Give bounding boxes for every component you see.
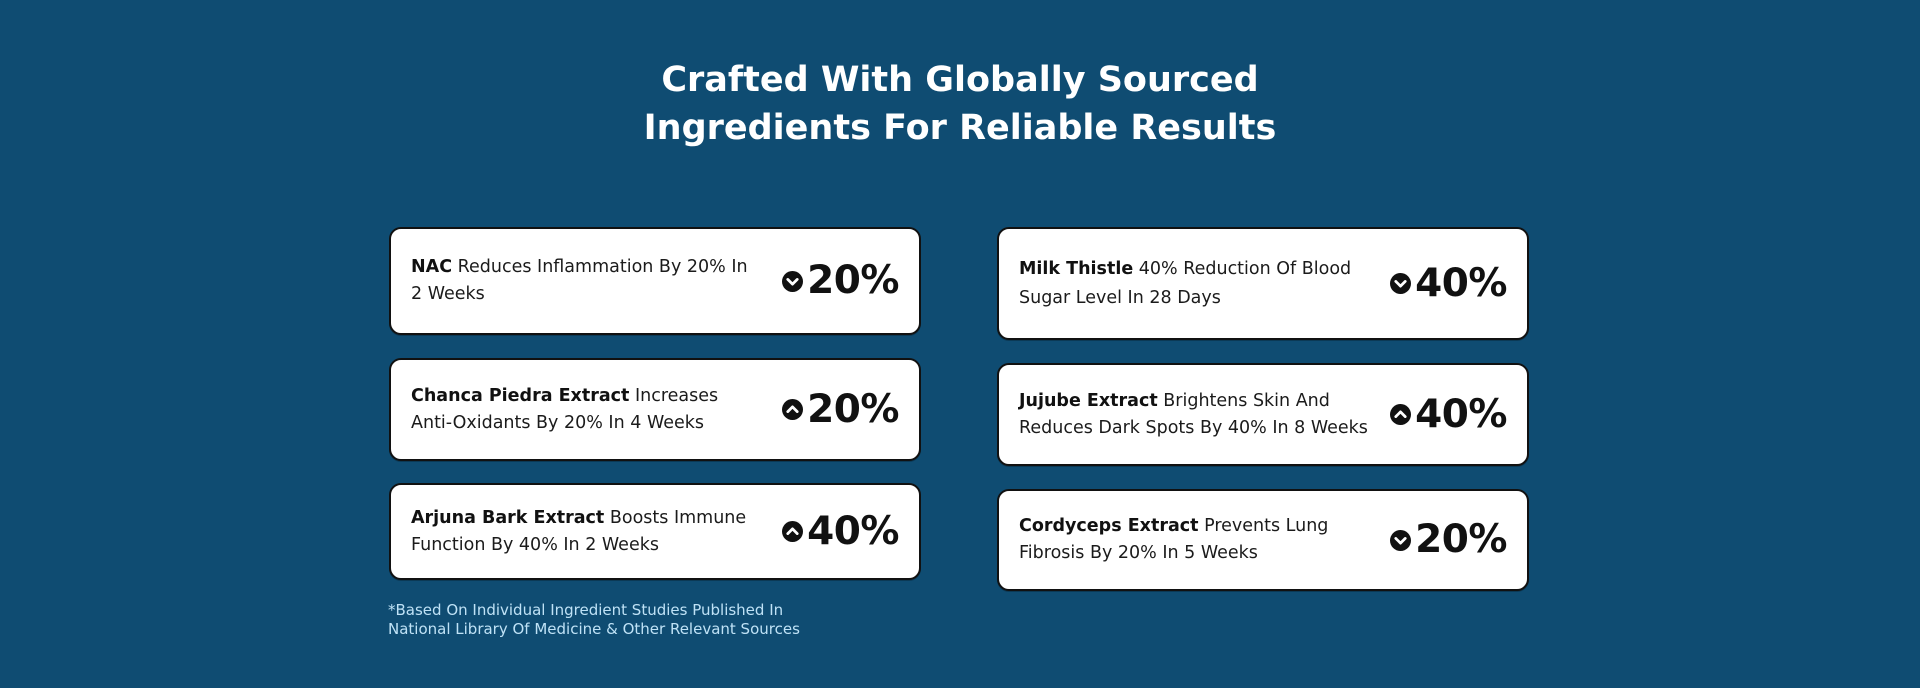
metric: 20% xyxy=(1390,518,1507,562)
source-footnote: *Based On Individual Ingredient Studies … xyxy=(388,601,800,639)
ingredient-card-arjuna-bark: Arjuna Bark Extract Boosts Immune Functi… xyxy=(389,483,921,580)
metric-value: 40% xyxy=(1415,260,1507,306)
chevron-down-circle-icon xyxy=(1390,273,1412,294)
ingredient-card-jujube: Jujube Extract Brightens Skin And Reduce… xyxy=(997,363,1529,466)
ingredient-card-nac: NAC Reduces Inflammation By 20% In 2 Wee… xyxy=(389,227,921,335)
metric: 40% xyxy=(782,508,899,554)
ingredient-card-cordyceps: Cordyceps Extract Prevents Lung Fibrosis… xyxy=(997,489,1529,591)
chevron-down-circle-icon xyxy=(782,270,804,292)
ingredient-card-chanca-piedra: Chanca Piedra Extract Increases Anti-Oxi… xyxy=(389,358,921,461)
page-title-line-2: Ingredients For Reliable Results xyxy=(643,108,1277,148)
ingredient-description: Brightens Skin And Reduces Dark Spots By… xyxy=(1019,390,1368,438)
metric-value: 40% xyxy=(807,508,899,554)
metric-value: 20% xyxy=(807,386,899,432)
card-text: Cordyceps Extract Prevents Lung Fibrosis… xyxy=(1019,513,1359,567)
metric-value: 20% xyxy=(807,258,899,303)
ingredient-name: Arjuna Bark Extract xyxy=(411,507,605,528)
chevron-down-circle-icon xyxy=(1390,529,1412,551)
metric: 20% xyxy=(782,386,899,432)
ingredient-description: 40% Reduction Of Blood Sugar Level In 28… xyxy=(1019,258,1352,308)
metric-value: 20% xyxy=(1415,517,1507,562)
ingredient-name: Milk Thistle xyxy=(1019,258,1134,279)
ingredient-name: Cordyceps Extract xyxy=(1019,516,1199,536)
ingredient-name: NAC xyxy=(411,257,453,277)
ingredient-card-milk-thistle: Milk Thistle 40% Reduction Of Blood Suga… xyxy=(997,227,1529,340)
page-title-line-1: Crafted With Globally Sourced xyxy=(661,60,1259,100)
card-text: Arjuna Bark Extract Boosts Immune Functi… xyxy=(411,505,751,559)
card-text: Chanca Piedra Extract Increases Anti-Oxi… xyxy=(411,383,751,437)
ingredient-description: Prevents Lung Fibrosis By 20% In 5 Weeks xyxy=(1019,516,1329,563)
metric: 40% xyxy=(1390,391,1507,437)
footnote-line-2: National Library Of Medicine & Other Rel… xyxy=(388,620,800,638)
card-text: Milk Thistle 40% Reduction Of Blood Suga… xyxy=(1019,255,1359,313)
footnote-line-1: *Based On Individual Ingredient Studies … xyxy=(388,601,784,619)
ingredient-description: Increases Anti-Oxidants By 20% In 4 Week… xyxy=(411,385,719,433)
chevron-up-circle-icon xyxy=(1390,404,1412,425)
ingredient-name: Chanca Piedra Extract xyxy=(411,385,630,406)
chevron-up-circle-icon xyxy=(782,399,804,420)
metric: 20% xyxy=(782,259,899,303)
ingredient-name: Jujube Extract xyxy=(1019,390,1158,411)
card-text: Jujube Extract Brightens Skin And Reduce… xyxy=(1019,388,1379,442)
metric-value: 40% xyxy=(1415,391,1507,437)
page-title: Crafted With Globally Sourced Ingredient… xyxy=(0,56,1920,152)
ingredient-description: Reduces Inflammation By 20% In 2 Weeks xyxy=(411,257,748,304)
card-text: NAC Reduces Inflammation By 20% In 2 Wee… xyxy=(411,254,751,308)
metric: 40% xyxy=(1390,260,1507,306)
ingredient-description: Boosts Immune Function By 40% In 2 Weeks xyxy=(411,507,747,555)
chevron-up-circle-icon xyxy=(782,521,804,542)
